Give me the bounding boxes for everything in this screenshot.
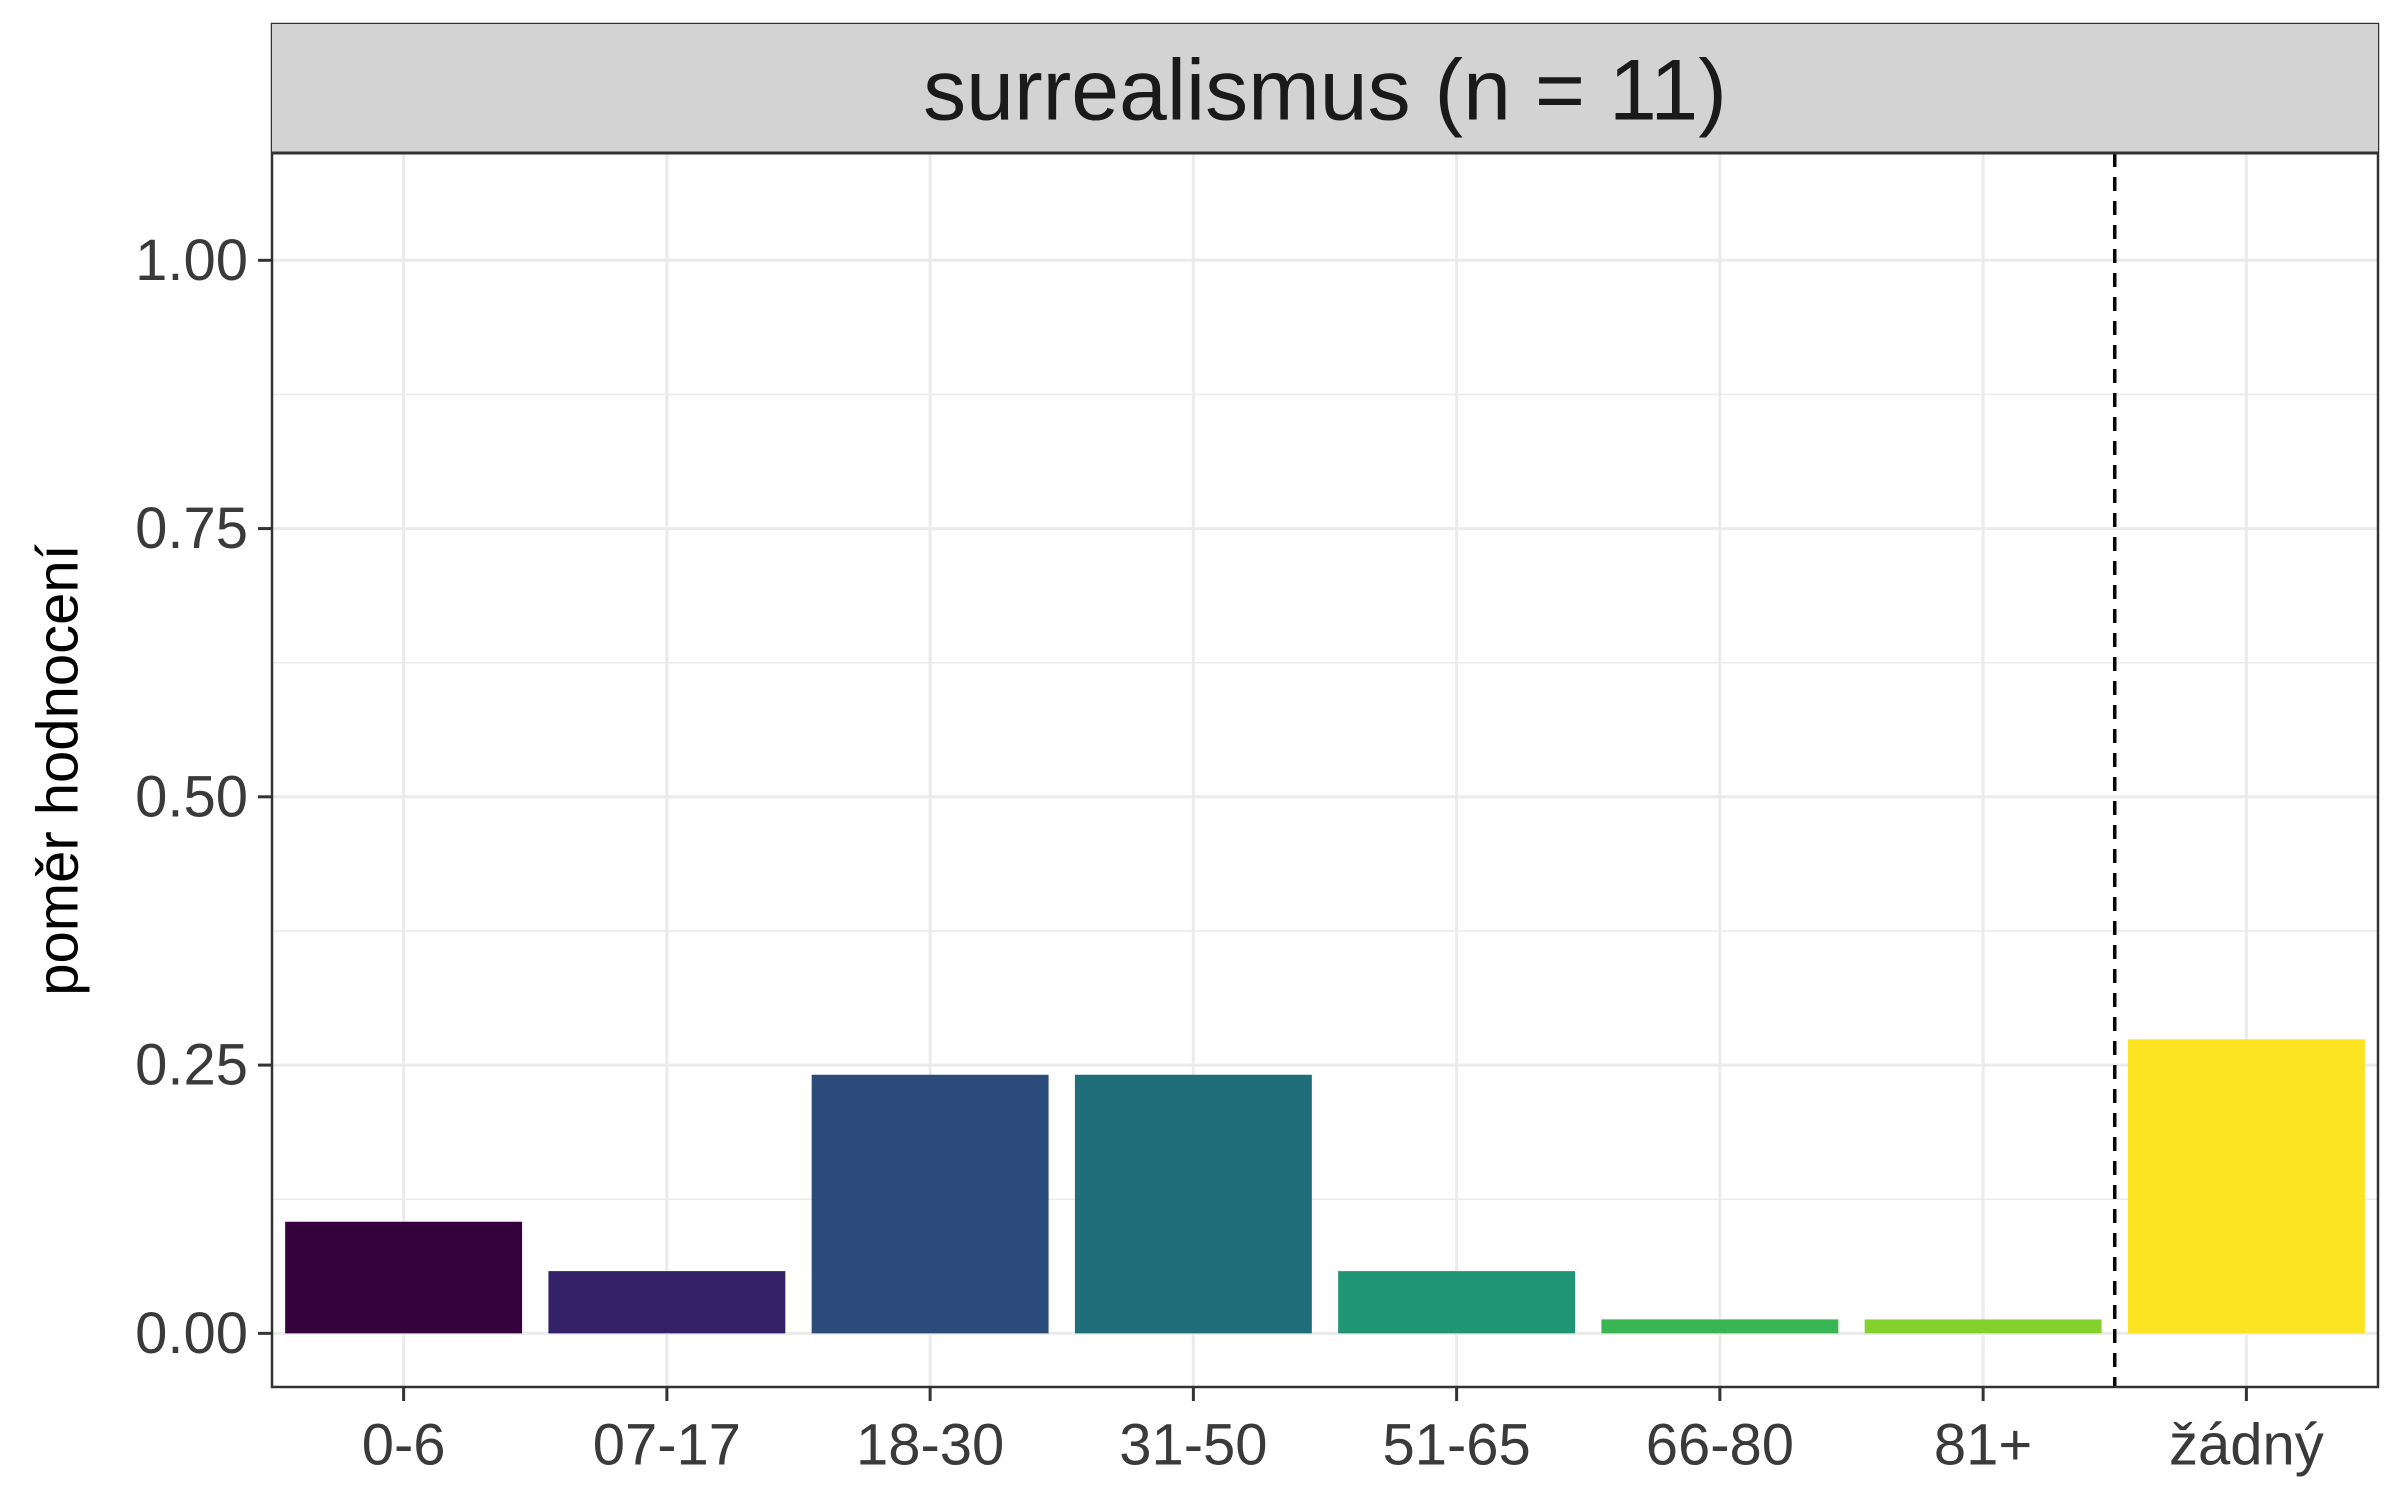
bar-31-50 [1074, 1074, 1312, 1334]
y-tick-label: 0.25 [135, 1033, 248, 1098]
bar-0-6 [285, 1221, 523, 1334]
bars-layer [285, 1039, 2365, 1334]
facet-strip: surrealismus (n = 11) [272, 24, 2378, 155]
bar-žádný [2127, 1039, 2365, 1334]
facet-strip-background [272, 24, 2378, 153]
y-tick-label: 0.00 [135, 1301, 248, 1366]
facet-strip-title: surrealismus (n = 11) [923, 43, 1727, 139]
x-axis: 0-6 07-17 18-30 31-50 51-65 66-80 81+ žádný [362, 1387, 2324, 1478]
y-tick-label: 1.00 [135, 228, 248, 293]
bar-18-30 [811, 1074, 1049, 1334]
y-axis-title: poměr hodnocení [26, 544, 91, 995]
bar-81+ [1864, 1319, 2102, 1334]
y-tick-label: 0.75 [135, 496, 248, 561]
x-tick-label: 31-50 [1119, 1413, 1267, 1478]
grid-layer [272, 153, 2378, 1387]
x-tick-label: 18-30 [856, 1413, 1004, 1478]
bar-51-65 [1338, 1271, 1576, 1334]
x-tick-label: 81+ [1934, 1413, 2032, 1478]
bar-07-17 [548, 1271, 786, 1334]
y-axis: 0.00 0.25 0.50 0.75 1.00 [135, 228, 272, 1366]
bar-66-80 [1601, 1319, 1839, 1334]
x-tick-label: žádný [2169, 1413, 2324, 1478]
y-tick-label: 0.50 [135, 764, 248, 829]
panel-background [272, 153, 2378, 1387]
x-tick-label: 66-80 [1646, 1413, 1794, 1478]
x-tick-label: 51-65 [1382, 1413, 1530, 1478]
x-tick-label: 0-6 [362, 1413, 446, 1478]
x-tick-label: 07-17 [593, 1413, 741, 1478]
